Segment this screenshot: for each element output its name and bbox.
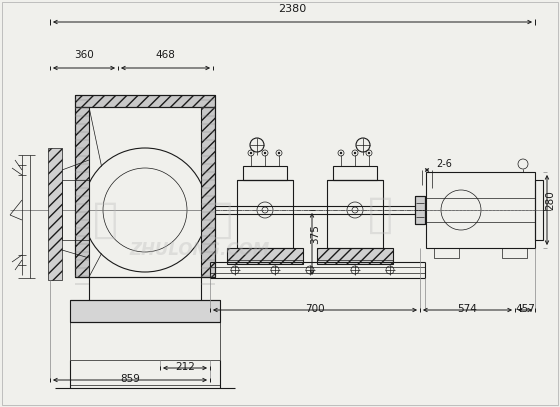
- Bar: [243, 166, 287, 180]
- Text: 2-6: 2-6: [436, 159, 452, 169]
- Bar: [426, 172, 535, 248]
- Text: ZHULONG.COM: ZHULONG.COM: [130, 241, 270, 259]
- Text: 859: 859: [120, 374, 140, 384]
- Bar: [75, 95, 215, 107]
- Text: 280: 280: [545, 190, 555, 210]
- Bar: [434, 248, 459, 258]
- Circle shape: [278, 152, 280, 154]
- Text: 筑: 筑: [92, 199, 118, 241]
- Bar: [333, 166, 377, 180]
- Text: 212: 212: [175, 362, 195, 372]
- Bar: [70, 300, 220, 322]
- Circle shape: [354, 152, 356, 154]
- Text: 网: 网: [367, 194, 393, 236]
- Bar: [317, 248, 393, 264]
- Circle shape: [264, 152, 266, 154]
- Bar: [201, 107, 215, 277]
- Bar: [502, 248, 527, 258]
- Text: 700: 700: [305, 304, 325, 314]
- Text: 457: 457: [515, 304, 535, 314]
- Circle shape: [368, 152, 370, 154]
- Text: 360: 360: [74, 50, 94, 60]
- Bar: [75, 107, 89, 277]
- Bar: [48, 148, 62, 280]
- Bar: [237, 180, 293, 248]
- Text: 468: 468: [156, 50, 175, 60]
- Text: 2380: 2380: [278, 4, 307, 14]
- Bar: [535, 180, 543, 240]
- Text: 574: 574: [458, 304, 478, 314]
- Text: 375: 375: [310, 224, 320, 244]
- Bar: [327, 180, 383, 248]
- Bar: [227, 248, 303, 264]
- Bar: [415, 196, 425, 224]
- Text: 龙: 龙: [208, 199, 232, 241]
- Circle shape: [340, 152, 342, 154]
- Circle shape: [250, 152, 252, 154]
